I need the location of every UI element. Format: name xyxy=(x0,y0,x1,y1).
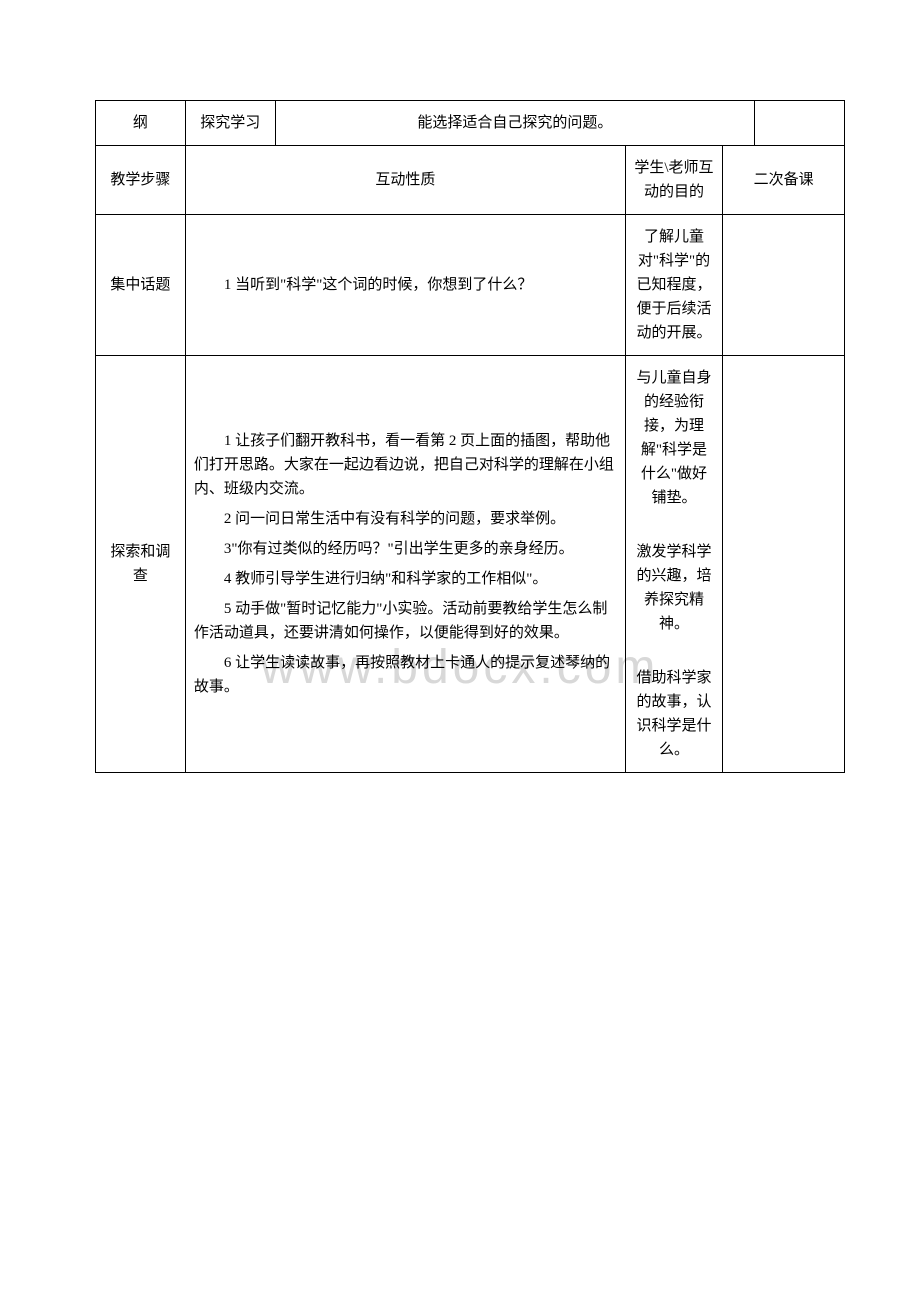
header-interaction: 互动性质 xyxy=(185,146,625,215)
row1-col1: 纲 xyxy=(96,101,186,146)
explore-content: 1 让孩子们翻开教科书，看一看第 2 页上面的插图，帮助他们打开思路。大家在一起… xyxy=(185,356,625,773)
explore-notes xyxy=(723,356,845,773)
explore-p6: 6 让学生读读故事，再按照教材上卡通人的提示复述琴纳的故事。 xyxy=(194,651,617,699)
explore-q2: 激发学科学的兴趣，培养探究精神。 xyxy=(634,540,714,636)
header-purpose: 学生\老师互动的目的 xyxy=(625,146,722,215)
focus-topic-content: 1 当听到"科学"这个词的时候，你想到了什么？ xyxy=(185,215,625,356)
row1-col2: 探究学习 xyxy=(185,101,275,146)
explore-q1: 与儿童自身的经验衔接，为理解"科学是什么"做好铺垫。 xyxy=(634,366,714,510)
header-step: 教学步骤 xyxy=(96,146,186,215)
explore-p1: 1 让孩子们翻开教科书，看一看第 2 页上面的插图，帮助他们打开思路。大家在一起… xyxy=(194,429,617,501)
focus-topic-notes xyxy=(723,215,845,356)
explore-p4: 4 教师引导学生进行归纳"和科学家的工作相似"。 xyxy=(194,567,617,591)
explore-q3: 借助科学家的故事，认识科学是什么。 xyxy=(634,666,714,762)
explore-purpose: 与儿童自身的经验衔接，为理解"科学是什么"做好铺垫。 激发学科学的兴趣，培养探究… xyxy=(625,356,722,773)
explore-label: 探索和调查 xyxy=(96,356,186,773)
focus-topic-label: 集中话题 xyxy=(96,215,186,356)
focus-topic-text: 1 当听到"科学"这个词的时候，你想到了什么？ xyxy=(194,273,617,297)
explore-p2: 2 问一问日常生活中有没有科学的问题，要求举例。 xyxy=(194,507,617,531)
explore-p3: 3"你有过类似的经历吗？"引出学生更多的亲身经历。 xyxy=(194,537,617,561)
row1-col3: 能选择适合自己探究的问题。 xyxy=(275,101,754,146)
header-second-prep: 二次备课 xyxy=(723,146,845,215)
focus-topic-purpose: 了解儿童对"科学"的已知程度，便于后续活动的开展。 xyxy=(625,215,722,356)
row1-col4 xyxy=(755,101,845,146)
lesson-plan-table: 纲 探究学习 能选择适合自己探究的问题。 教学步骤 互动性质 学生\老师互动的目… xyxy=(95,100,845,773)
explore-p5: 5 动手做"暂时记忆能力"小实验。活动前要教给学生怎么制作活动道具，还要讲清如何… xyxy=(194,597,617,645)
